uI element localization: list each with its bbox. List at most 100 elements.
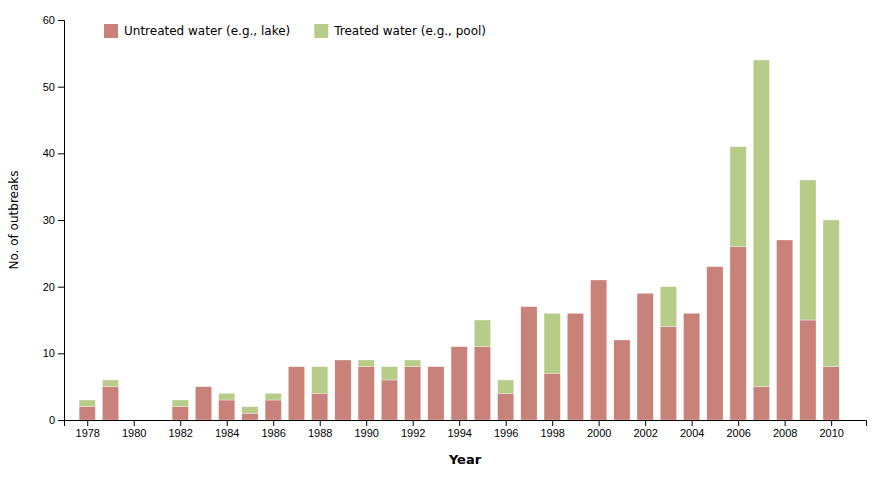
x-tick-mark: [134, 420, 135, 426]
x-tick-label: 2000: [587, 427, 611, 439]
y-tick-label: 40: [43, 147, 55, 159]
x-tick-mark: [413, 420, 414, 426]
bar: [312, 393, 328, 420]
bar: [567, 313, 583, 420]
bar: [707, 266, 723, 267]
x-tick-mark: [366, 420, 367, 426]
bar: [591, 280, 607, 281]
bar: [544, 313, 560, 373]
legend-swatch: [104, 24, 118, 38]
x-tick-label: 1988: [308, 427, 332, 439]
bar: [474, 347, 490, 420]
x-tick: 2006: [726, 420, 750, 439]
bar: [591, 280, 607, 420]
y-tick: 20: [43, 281, 64, 293]
x-tick-label: 1992: [401, 427, 425, 439]
legend-label: Untreated water (e.g., lake): [124, 24, 290, 38]
y-tick-label: 50: [43, 81, 55, 93]
y-tick-label: 60: [43, 14, 55, 26]
x-tick-mark: [552, 420, 553, 426]
bar: [730, 247, 746, 420]
x-tick: 1982: [168, 420, 192, 439]
bar: [660, 327, 676, 420]
bar: [800, 180, 816, 320]
x-tick-mark: [831, 420, 832, 426]
bar: [637, 293, 653, 420]
bar: [288, 367, 304, 420]
x-tick-label: 2002: [633, 427, 657, 439]
bar: [730, 147, 746, 247]
x-tick: 1996: [494, 420, 518, 439]
x-tick-label: 1980: [122, 427, 146, 439]
bar: [428, 366, 444, 367]
y-tick-label: 20: [43, 281, 55, 293]
x-tick-label: 1984: [215, 427, 239, 439]
bar: [823, 367, 839, 420]
bar: [172, 407, 188, 420]
plot-area: 1978 1980 1982 1984 1986 1988 1990 1992 1994 1996…: [43, 14, 867, 439]
bar: [707, 267, 723, 420]
y-tick-mark: [58, 153, 64, 154]
bar: [242, 407, 258, 414]
bar: [660, 287, 676, 327]
x-tick-label: 1996: [494, 427, 518, 439]
x-tick-label: 2010: [819, 427, 843, 439]
y-axis-line: [58, 21, 65, 421]
bar: [521, 306, 537, 307]
x-tick: 1988: [308, 420, 332, 439]
x-tick: 1980: [122, 420, 146, 439]
bar: [79, 400, 95, 407]
bar: [451, 346, 467, 347]
y-tick: 60: [43, 14, 64, 26]
bar: [753, 60, 769, 387]
bar: [381, 380, 397, 420]
x-tick-mark: [506, 420, 507, 426]
bar: [312, 367, 328, 394]
bar: [335, 360, 351, 420]
y-tick-mark: [58, 220, 64, 221]
x-tick: 1994: [447, 420, 471, 439]
bar: [126, 420, 142, 421]
x-tick-mark: [692, 420, 693, 426]
x-tick-mark: [320, 420, 321, 426]
bar-series: [79, 240, 839, 420]
legend-label: Treated water (e.g., pool): [333, 24, 486, 38]
bar: [265, 400, 281, 420]
y-axis-title: No. of outbreaks: [7, 171, 21, 270]
bar: [777, 240, 793, 241]
bar: [637, 293, 653, 294]
bar: [149, 420, 165, 421]
y-axis: 0102030405060: [43, 14, 65, 426]
bar: [195, 386, 211, 387]
x-tick: 1984: [215, 420, 239, 439]
x-tick: 1986: [261, 420, 285, 439]
legend-item: Treated water (e.g., pool): [314, 24, 486, 38]
y-tick: 40: [43, 147, 64, 159]
y-tick-label: 0: [49, 414, 55, 426]
y-tick-mark: [58, 353, 64, 354]
bar: [614, 340, 630, 420]
bar: [451, 347, 467, 420]
x-tick: 1990: [354, 420, 378, 439]
bar: [242, 413, 258, 420]
x-tick-label: 1994: [447, 427, 471, 439]
bar: [544, 373, 560, 420]
x-tick-label: 1978: [76, 427, 100, 439]
x-axis-title: Year: [448, 452, 482, 467]
bar: [498, 393, 514, 420]
x-tick-mark: [459, 420, 460, 426]
y-tick-label: 10: [43, 347, 55, 359]
x-tick-mark: [273, 420, 274, 426]
bar-series: [79, 60, 839, 413]
legend-swatch: [314, 24, 328, 38]
x-tick-label: 2008: [773, 427, 797, 439]
bar: [102, 380, 118, 387]
x-tick-mark: [599, 420, 600, 426]
bar: [474, 320, 490, 347]
x-axis-line: [65, 421, 867, 427]
chart: 1978 1980 1982 1984 1986 1988 1990 1992 1994 1996…: [0, 0, 890, 478]
bar: [567, 313, 583, 314]
bar: [498, 380, 514, 393]
x-tick-label: 1998: [540, 427, 564, 439]
bar: [219, 400, 235, 420]
